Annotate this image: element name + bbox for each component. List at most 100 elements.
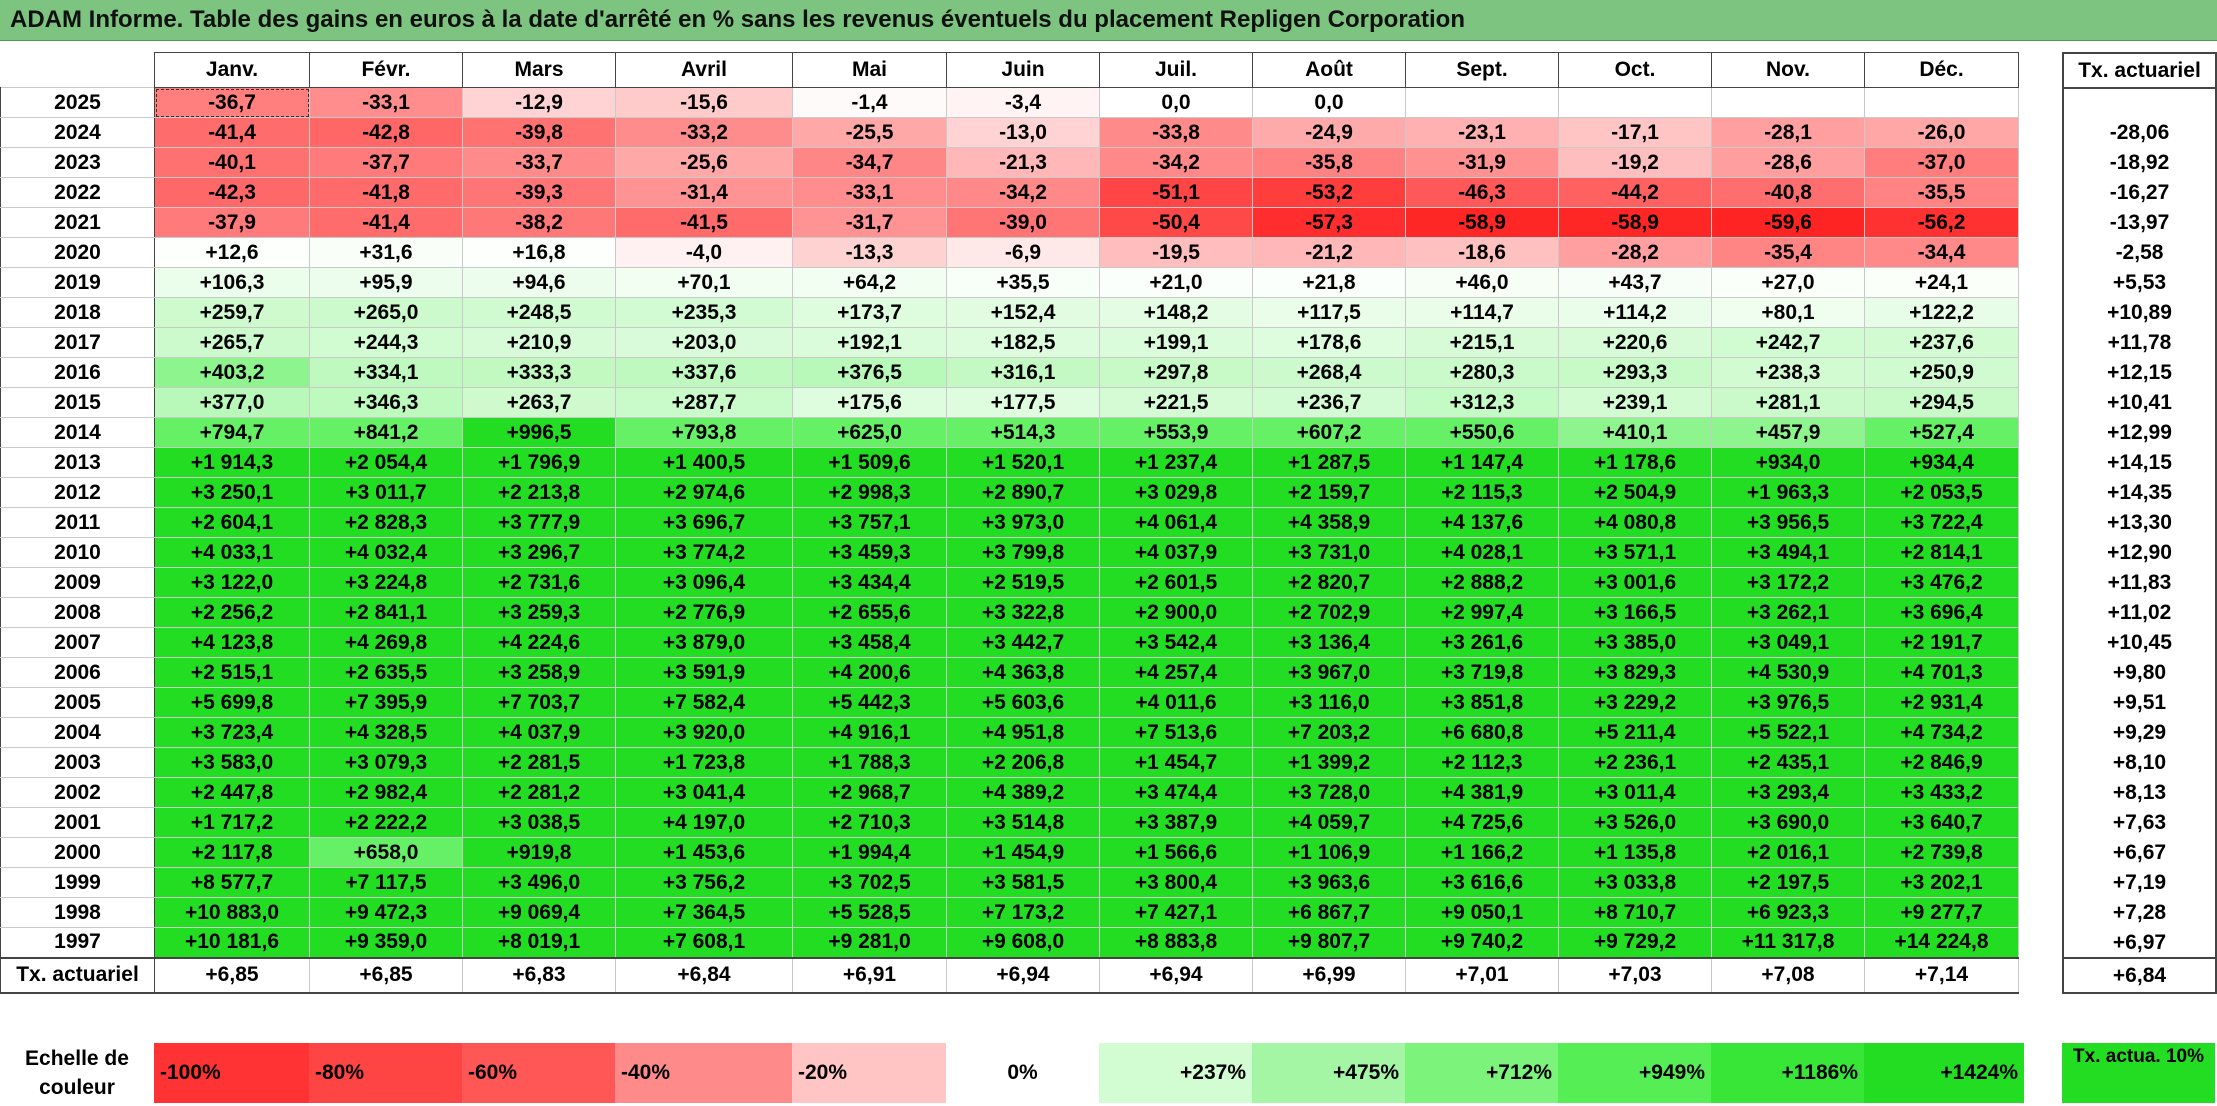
gain-cell[interactable]: -13,3 (792, 237, 947, 268)
gain-cell[interactable]: +2 635,5 (309, 657, 463, 688)
gain-cell[interactable]: -21,3 (946, 147, 1100, 178)
actuarial-rate-cell[interactable]: -13,97 (2062, 208, 2217, 238)
gain-cell[interactable]: -39,0 (946, 207, 1100, 238)
gain-cell[interactable]: +3 702,5 (792, 867, 947, 898)
gain-cell[interactable]: +94,6 (462, 267, 616, 298)
gain-cell[interactable]: +3 976,5 (1711, 687, 1865, 718)
gain-cell[interactable]: +2 236,1 (1558, 747, 1712, 778)
actuarial-rate-cell[interactable]: +8,13 (2062, 778, 2217, 808)
gain-cell[interactable]: +3 526,0 (1558, 807, 1712, 838)
gain-cell[interactable]: +2 828,3 (309, 507, 463, 538)
gain-cell[interactable]: +3 011,4 (1558, 777, 1712, 808)
gain-cell[interactable]: -33,1 (309, 87, 463, 118)
gain-cell[interactable]: +934,4 (1864, 447, 2019, 478)
gain-cell[interactable]: +244,3 (309, 327, 463, 358)
gain-cell[interactable]: +4 530,9 (1711, 657, 1865, 688)
gain-cell[interactable]: -35,4 (1711, 237, 1865, 268)
gain-cell[interactable]: +220,6 (1558, 327, 1712, 358)
gain-cell[interactable]: -28,1 (1711, 117, 1865, 148)
gain-cell[interactable]: +3 474,4 (1099, 777, 1253, 808)
gain-cell[interactable] (1405, 87, 1559, 118)
gain-cell[interactable]: +3 494,1 (1711, 537, 1865, 568)
gain-cell[interactable]: +2 504,9 (1558, 477, 1712, 508)
gain-cell[interactable]: +312,3 (1405, 387, 1559, 418)
gain-cell[interactable]: +1 796,9 (462, 447, 616, 478)
gain-cell[interactable]: +2 890,7 (946, 477, 1100, 508)
gain-cell[interactable]: -19,2 (1558, 147, 1712, 178)
gain-cell[interactable]: +2 281,5 (462, 747, 616, 778)
gain-cell[interactable]: +1 509,6 (792, 447, 947, 478)
gain-cell[interactable]: +236,7 (1252, 387, 1406, 418)
gain-cell[interactable]: +9 281,0 (792, 927, 947, 958)
gain-cell[interactable]: +1 914,3 (154, 447, 310, 478)
gain-cell[interactable]: +4 916,1 (792, 717, 947, 748)
gain-cell[interactable]: -34,7 (792, 147, 947, 178)
gain-cell[interactable]: +24,1 (1864, 267, 2019, 298)
gain-cell[interactable]: +3 229,2 (1558, 687, 1712, 718)
gain-cell[interactable]: +841,2 (309, 417, 463, 448)
gain-cell[interactable]: +9 472,3 (309, 897, 463, 928)
gain-cell[interactable]: +3 387,9 (1099, 807, 1253, 838)
gain-cell[interactable]: +8 019,1 (462, 927, 616, 958)
gain-cell[interactable]: +9 807,7 (1252, 927, 1406, 958)
gain-cell[interactable]: +8 577,7 (154, 867, 310, 898)
gain-cell[interactable]: +8 883,8 (1099, 927, 1253, 958)
gain-cell[interactable]: -58,9 (1558, 207, 1712, 238)
gain-cell[interactable]: -36,7 (154, 87, 310, 118)
gain-cell[interactable]: +265,7 (154, 327, 310, 358)
gain-cell[interactable]: +7 117,5 (309, 867, 463, 898)
gain-cell[interactable]: +3 542,4 (1099, 627, 1253, 658)
actuarial-rate-cell[interactable]: +12,15 (2062, 358, 2217, 388)
gain-cell[interactable]: +287,7 (615, 387, 793, 418)
gain-cell[interactable]: +1 454,7 (1099, 747, 1253, 778)
gain-cell[interactable]: +7 703,7 (462, 687, 616, 718)
gain-cell[interactable]: 0,0 (1099, 87, 1253, 118)
gain-cell[interactable]: +7 513,6 (1099, 717, 1253, 748)
actuarial-rate-cell[interactable]: +11,83 (2062, 568, 2217, 598)
actuarial-rate-cell[interactable]: +11,02 (2062, 598, 2217, 628)
gain-cell[interactable]: +346,3 (309, 387, 463, 418)
actuarial-rate-cell[interactable]: +14,15 (2062, 448, 2217, 478)
gain-cell[interactable]: +3 250,1 (154, 477, 310, 508)
gain-cell[interactable]: +7 608,1 (615, 927, 793, 958)
gain-cell[interactable]: +2 702,9 (1252, 597, 1406, 628)
gain-cell[interactable]: +3 116,0 (1252, 687, 1406, 718)
gain-cell[interactable]: +3 591,9 (615, 657, 793, 688)
gain-cell[interactable]: +6 867,7 (1252, 897, 1406, 928)
actuarial-rate-cell[interactable] (2062, 88, 2217, 118)
gain-cell[interactable]: +3 728,0 (1252, 777, 1406, 808)
gain-cell[interactable]: +114,2 (1558, 297, 1712, 328)
gain-cell[interactable]: +2 159,7 (1252, 477, 1406, 508)
gain-cell[interactable]: -56,2 (1864, 207, 2019, 238)
gain-cell[interactable]: +553,9 (1099, 417, 1253, 448)
gain-cell[interactable]: +403,2 (154, 357, 310, 388)
gain-cell[interactable]: +3 756,2 (615, 867, 793, 898)
gain-cell[interactable]: +514,3 (946, 417, 1100, 448)
gain-cell[interactable]: +1 453,6 (615, 837, 793, 868)
gain-cell[interactable]: +268,4 (1252, 357, 1406, 388)
footer-rate-cell[interactable]: +6,85 (309, 956, 463, 994)
gain-cell[interactable]: +3 757,1 (792, 507, 947, 538)
gain-cell[interactable]: -4,0 (615, 237, 793, 268)
gain-cell[interactable]: -40,1 (154, 147, 310, 178)
gain-cell[interactable]: +3 011,7 (309, 477, 463, 508)
gain-cell[interactable]: +1 520,1 (946, 447, 1100, 478)
gain-cell[interactable]: +114,7 (1405, 297, 1559, 328)
gain-cell[interactable]: +3 029,8 (1099, 477, 1253, 508)
actuarial-rate-cell[interactable]: +7,63 (2062, 808, 2217, 838)
gain-cell[interactable]: +1 400,5 (615, 447, 793, 478)
gain-cell[interactable]: +4 358,9 (1252, 507, 1406, 538)
gain-cell[interactable]: +177,5 (946, 387, 1100, 418)
gain-cell[interactable]: +3 722,4 (1864, 507, 2019, 538)
gain-cell[interactable]: +2 256,2 (154, 597, 310, 628)
actuarial-rate-cell[interactable]: -16,27 (2062, 178, 2217, 208)
gain-cell[interactable]: +4 028,1 (1405, 537, 1559, 568)
gain-cell[interactable]: +2 222,2 (309, 807, 463, 838)
gain-cell[interactable]: +3 166,5 (1558, 597, 1712, 628)
gain-cell[interactable]: +238,3 (1711, 357, 1865, 388)
actuarial-rate-cell[interactable]: +9,51 (2062, 688, 2217, 718)
gain-cell[interactable]: +4 061,4 (1099, 507, 1253, 538)
gain-cell[interactable]: +4 032,4 (309, 537, 463, 568)
gain-cell[interactable]: +3 799,8 (946, 537, 1100, 568)
gain-cell[interactable]: +3 433,2 (1864, 777, 2019, 808)
